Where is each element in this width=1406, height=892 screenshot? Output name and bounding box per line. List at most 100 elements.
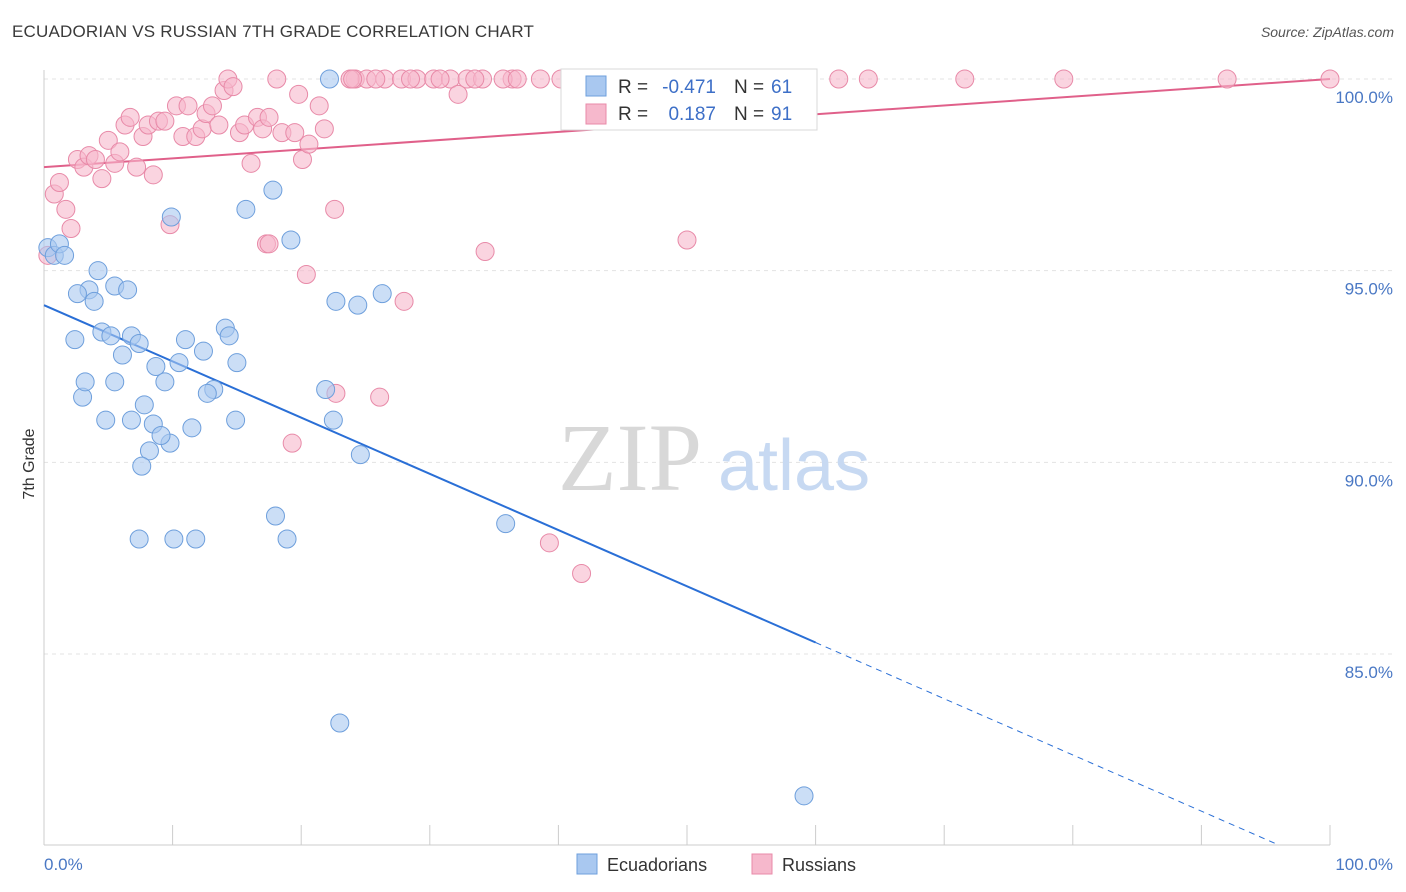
- point-ecuadorian-17[interactable]: [75, 372, 95, 392]
- point-russian-12[interactable]: [110, 142, 130, 162]
- point-russian-70[interactable]: [267, 69, 287, 89]
- point-ecuadorian-18[interactable]: [105, 372, 125, 392]
- point-ecuadorian-27[interactable]: [151, 426, 171, 445]
- point-ecuadorian-33[interactable]: [197, 383, 217, 403]
- point-russian-3[interactable]: [56, 199, 76, 219]
- point-ecuadorian-22[interactable]: [146, 357, 166, 376]
- point-russian-43[interactable]: [299, 134, 319, 154]
- point-russian-57[interactable]: [530, 69, 550, 89]
- source-credit: Source: ZipAtlas.com: [1260, 24, 1394, 40]
- stat-r-label-ecuadorians: R =: [618, 77, 648, 98]
- point-russian-15[interactable]: [127, 157, 147, 177]
- point-russian-86[interactable]: [539, 533, 559, 553]
- point-ecuadorian-57[interactable]: [794, 786, 814, 806]
- point-ecuadorian-37[interactable]: [227, 353, 247, 373]
- point-ecuadorian-7[interactable]: [88, 261, 108, 281]
- point-russian-73[interactable]: [401, 69, 421, 89]
- point-russian-28[interactable]: [202, 96, 222, 116]
- point-ecuadorian-9[interactable]: [118, 280, 138, 300]
- point-russian-32[interactable]: [223, 77, 243, 97]
- point-russian-20[interactable]: [155, 111, 175, 131]
- point-ecuadorian-21[interactable]: [134, 395, 154, 415]
- point-ecuadorian-30[interactable]: [193, 341, 213, 361]
- point-russian-74[interactable]: [430, 69, 450, 89]
- point-ecuadorian-52[interactable]: [164, 529, 184, 549]
- point-russian-85[interactable]: [677, 230, 697, 250]
- point-russian-46[interactable]: [325, 199, 345, 219]
- point-russian-68[interactable]: [1217, 69, 1237, 89]
- point-ecuadorian-3[interactable]: [55, 245, 75, 265]
- point-russian-64[interactable]: [829, 69, 849, 89]
- point-ecuadorian-45[interactable]: [348, 295, 368, 315]
- point-ecuadorian-6[interactable]: [84, 291, 104, 311]
- point-ecuadorian-50[interactable]: [265, 506, 285, 526]
- point-russian-8[interactable]: [85, 150, 105, 169]
- point-russian-65[interactable]: [858, 69, 878, 89]
- point-russian-69[interactable]: [1320, 69, 1340, 89]
- point-ecuadorian-5[interactable]: [67, 284, 87, 304]
- point-ecuadorian-48[interactable]: [323, 410, 343, 430]
- point-ecuadorian-12[interactable]: [101, 326, 121, 346]
- bottom-legend: Ecuadorians Russians: [576, 853, 856, 875]
- point-russian-66[interactable]: [955, 69, 975, 89]
- point-ecuadorian-43[interactable]: [319, 69, 339, 89]
- point-russian-29[interactable]: [209, 115, 229, 135]
- point-russian-44[interactable]: [309, 96, 329, 116]
- point-ecuadorian-20[interactable]: [121, 410, 141, 430]
- point-ecuadorian-55[interactable]: [496, 514, 516, 534]
- legend-label-russians: Russians: [782, 855, 856, 875]
- point-russian-87[interactable]: [572, 564, 592, 583]
- point-russian-78[interactable]: [296, 265, 316, 284]
- point-ecuadorian-44[interactable]: [326, 291, 346, 311]
- point-ecuadorian-49[interactable]: [350, 445, 370, 465]
- point-ecuadorian-25[interactable]: [139, 441, 159, 461]
- point-russian-45[interactable]: [314, 119, 334, 139]
- point-ecuadorian-23[interactable]: [155, 372, 175, 392]
- point-ecuadorian-29[interactable]: [175, 330, 195, 350]
- point-ecuadorian-46[interactable]: [372, 284, 392, 304]
- point-ecuadorian-15[interactable]: [129, 334, 149, 353]
- point-russian-9[interactable]: [92, 169, 112, 189]
- point-ecuadorian-39[interactable]: [161, 207, 181, 227]
- point-russian-82[interactable]: [282, 433, 302, 453]
- point-ecuadorian-38[interactable]: [226, 410, 246, 430]
- point-russian-81[interactable]: [370, 387, 390, 407]
- point-ecuadorian-19[interactable]: [96, 410, 116, 430]
- point-ecuadorian-53[interactable]: [186, 529, 206, 549]
- point-ecuadorian-31[interactable]: [169, 353, 189, 373]
- point-russian-72[interactable]: [366, 69, 386, 89]
- point-russian-24[interactable]: [178, 96, 198, 116]
- point-russian-83[interactable]: [475, 242, 495, 261]
- point-ecuadorian-42[interactable]: [281, 230, 301, 250]
- point-ecuadorian-47[interactable]: [316, 380, 336, 399]
- point-russian-41[interactable]: [285, 123, 305, 143]
- point-russian-2[interactable]: [49, 173, 69, 192]
- point-russian-89[interactable]: [507, 69, 527, 89]
- point-russian-18[interactable]: [143, 165, 163, 185]
- legend-item-ecuadorians[interactable]: Ecuadorians: [576, 853, 707, 875]
- point-ecuadorian-56[interactable]: [330, 713, 350, 733]
- point-ecuadorian-54[interactable]: [277, 529, 297, 549]
- point-russian-77[interactable]: [448, 84, 468, 104]
- point-ecuadorian-13[interactable]: [112, 345, 132, 365]
- point-russian-4[interactable]: [61, 219, 81, 238]
- point-ecuadorian-40[interactable]: [236, 199, 256, 219]
- point-russian-67[interactable]: [1054, 69, 1074, 89]
- point-russian-14[interactable]: [120, 107, 140, 127]
- point-russian-88[interactable]: [343, 69, 363, 89]
- point-ecuadorian-10[interactable]: [65, 330, 85, 350]
- point-russian-10[interactable]: [98, 130, 118, 150]
- point-russian-79[interactable]: [259, 234, 279, 254]
- point-ecuadorian-36[interactable]: [219, 326, 239, 346]
- point-russian-84[interactable]: [394, 291, 414, 311]
- point-ecuadorian-34[interactable]: [182, 418, 202, 438]
- point-ecuadorian-41[interactable]: [263, 180, 283, 200]
- point-russian-90[interactable]: [289, 84, 309, 104]
- stats-swatch-russians: [585, 103, 607, 125]
- point-ecuadorian-51[interactable]: [129, 529, 149, 549]
- point-russian-75[interactable]: [465, 69, 485, 89]
- point-ecuadorian-28[interactable]: [132, 456, 152, 476]
- point-russian-35[interactable]: [241, 153, 261, 173]
- legend-item-russians[interactable]: Russians: [751, 853, 856, 875]
- point-russian-38[interactable]: [259, 107, 279, 127]
